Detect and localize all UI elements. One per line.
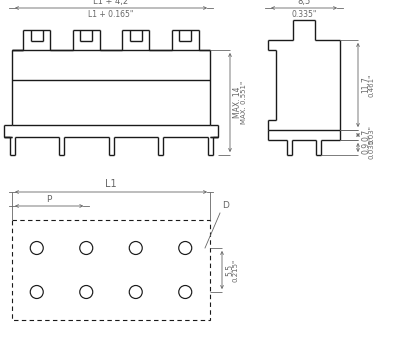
Text: 5,5: 5,5 xyxy=(225,264,234,276)
Text: P: P xyxy=(46,195,52,204)
Text: MAX. 14: MAX. 14 xyxy=(233,87,242,118)
Bar xyxy=(12,220,210,320)
Text: MAX. 0.551": MAX. 0.551" xyxy=(241,81,247,124)
Text: 0,9: 0,9 xyxy=(361,141,370,154)
Text: 11,7: 11,7 xyxy=(361,76,370,93)
Text: 0.461": 0.461" xyxy=(369,73,375,97)
Text: L1 + 0.165": L1 + 0.165" xyxy=(88,10,134,19)
Text: 0.035": 0.035" xyxy=(369,136,375,159)
Text: 0.335": 0.335" xyxy=(291,10,317,19)
Text: L1: L1 xyxy=(105,179,117,189)
Text: L1 + 4,2: L1 + 4,2 xyxy=(94,0,128,6)
Text: 0.215": 0.215" xyxy=(233,258,239,281)
Text: 0.03": 0.03" xyxy=(369,126,375,144)
Text: 8,5: 8,5 xyxy=(297,0,311,6)
Text: 0,7: 0,7 xyxy=(361,129,370,141)
Text: D: D xyxy=(222,201,229,210)
